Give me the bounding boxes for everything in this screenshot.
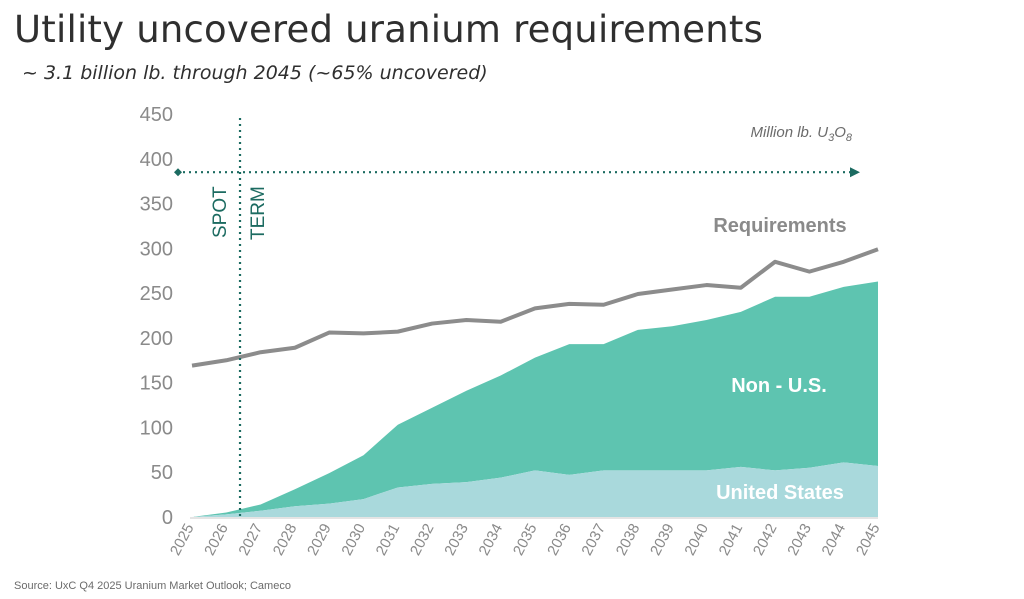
x-tick-label: 2027: [235, 521, 266, 558]
area-series: [192, 281, 878, 517]
series-labels: Requirements Non - U.S. United States Milli…: [713, 124, 853, 504]
x-tick-label: 2030: [338, 521, 369, 558]
x-tick-label: 2041: [716, 521, 747, 558]
x-tick-label: 2044: [819, 521, 850, 558]
x-tick-label: 2029: [304, 521, 335, 558]
x-tick-label: 2043: [784, 521, 815, 558]
x-tick-label: 2045: [853, 521, 884, 558]
x-tick-label: 2033: [441, 521, 472, 558]
unit-label: Million lb. U3O8: [751, 124, 853, 144]
chart-subtitle: ~ 3.1 billion lb. through 2045 (~65% unc…: [22, 62, 488, 84]
chart-title: Utility uncovered uranium requirements: [14, 8, 764, 51]
spot-term-markers: SPOT TERM: [174, 118, 860, 517]
united-states-label: United States: [716, 482, 844, 504]
non-us-label: Non - U.S.: [731, 375, 827, 397]
y-tick-label: 250: [140, 283, 173, 305]
y-axis-ticks: 0 50 100 150 200 250 300 350 400 450: [140, 104, 173, 529]
x-tick-label: 2034: [476, 521, 507, 558]
x-tick-label: 2028: [270, 521, 301, 558]
requirements-label: Requirements: [713, 215, 846, 237]
spot-label: SPOT: [210, 186, 231, 238]
united-states-area: [192, 462, 878, 517]
x-tick-label: 2037: [578, 521, 609, 558]
y-tick-label: 300: [140, 238, 173, 260]
x-tick-label: 2032: [407, 521, 438, 558]
x-tick-label: 2026: [201, 521, 232, 558]
x-tick-label: 2040: [681, 521, 712, 558]
line-series: [191, 247, 879, 368]
term-label: TERM: [248, 186, 269, 240]
y-tick-label: 200: [140, 328, 173, 350]
x-tick-label: 2038: [613, 521, 644, 558]
y-tick-label: 50: [151, 462, 173, 484]
x-tick-label: 2035: [510, 521, 541, 558]
y-tick-label: 0: [162, 507, 173, 529]
y-tick-label: 350: [140, 194, 173, 216]
x-tick-label: 2039: [647, 521, 678, 558]
arrow-head: [850, 167, 860, 178]
x-axis-ticks: 2025 2026 2027 2028 2029 2030 2031 2032 2033 2034…: [167, 517, 884, 558]
y-tick-label: 150: [140, 373, 173, 395]
x-tick-label: 2036: [544, 521, 575, 558]
x-tick-label: 2042: [750, 521, 781, 558]
y-tick-label: 450: [140, 104, 173, 126]
x-tick-label: 2031: [373, 521, 404, 558]
non-us-area: [192, 281, 878, 517]
requirements-line: [191, 247, 879, 368]
y-tick-label: 400: [140, 149, 173, 171]
arrow-start-diamond: [174, 168, 182, 177]
source-note: Source: UxC Q4 2025 Uranium Market Outlo…: [14, 580, 291, 592]
y-tick-label: 100: [140, 417, 173, 439]
